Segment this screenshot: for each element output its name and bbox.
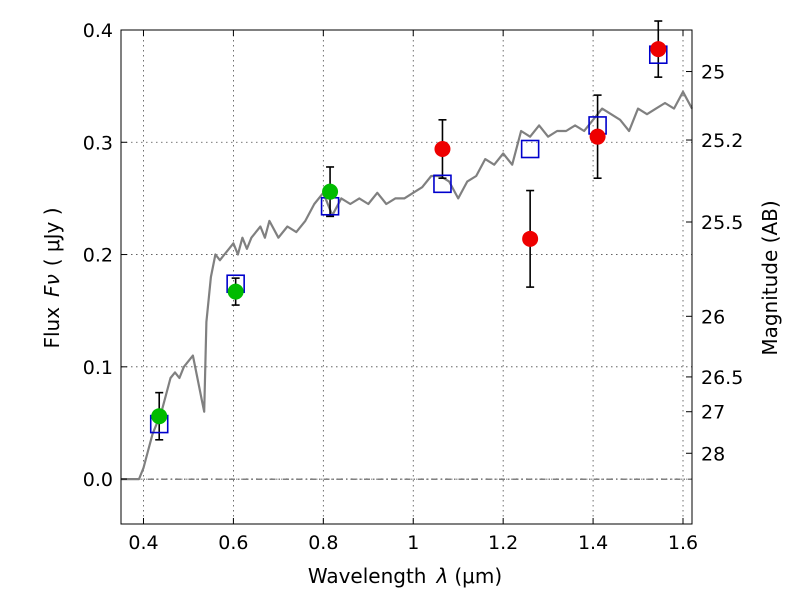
model-square-marker bbox=[433, 174, 452, 194]
x-tick-labels: 0.4 0.6 0.8 1 1.2 1.4 1.6 bbox=[128, 532, 698, 554]
y-tick-label: 0.1 bbox=[83, 357, 113, 379]
y-tick-label: 0.0 bbox=[83, 469, 113, 491]
observed-point bbox=[522, 230, 539, 247]
y2-tick-label: 25.2 bbox=[701, 130, 743, 152]
error-bars bbox=[155, 20, 663, 441]
x-tick-label: 1.2 bbox=[488, 532, 518, 554]
y2-axis-label: Magnitude (AB) bbox=[758, 200, 782, 355]
template-spectrum-line bbox=[121, 90, 693, 481]
plot-frame bbox=[120, 29, 693, 525]
y-tick-label: 0.2 bbox=[83, 245, 113, 267]
observed-point bbox=[151, 408, 168, 425]
y-axis-label: FluxFν( μJy ) bbox=[40, 207, 64, 348]
model-photometry-points bbox=[149, 45, 668, 434]
model-square-marker bbox=[520, 139, 540, 159]
y2-tick-label: 25 bbox=[701, 62, 725, 84]
y-tick-label: 0.3 bbox=[83, 132, 113, 154]
x-tick-label: 0.6 bbox=[218, 532, 248, 554]
y-tick-label: 0.4 bbox=[83, 20, 113, 42]
observed-point bbox=[650, 41, 667, 58]
observed-point bbox=[227, 283, 244, 300]
grid bbox=[121, 29, 692, 524]
x-axis-label: Wavelength λ (μm) bbox=[308, 564, 502, 588]
axis-ticks bbox=[121, 29, 692, 524]
y2-tick-label: 26 bbox=[701, 306, 725, 328]
observed-photometry-points bbox=[151, 41, 667, 425]
observed-point bbox=[322, 183, 339, 200]
x-tick-label: 1.4 bbox=[578, 532, 608, 554]
y2-tick-label: 25.5 bbox=[701, 212, 743, 234]
x-tick-label: 0.8 bbox=[308, 532, 338, 554]
x-tick-label: 0.4 bbox=[128, 532, 158, 554]
y2-tick-label: 28 bbox=[701, 443, 725, 465]
observed-point bbox=[434, 141, 451, 158]
x-tick-label: 1 bbox=[407, 532, 419, 554]
x-tick-label: 1.6 bbox=[668, 532, 698, 554]
y-tick-labels: 0.0 0.1 0.2 0.3 0.4 bbox=[83, 20, 113, 491]
observed-point bbox=[589, 128, 606, 145]
y2-tick-labels: 25 25.2 25.5 26 26.5 27 28 bbox=[701, 62, 743, 466]
y2-tick-label: 26.5 bbox=[701, 367, 743, 389]
y2-tick-label: 27 bbox=[701, 402, 725, 424]
